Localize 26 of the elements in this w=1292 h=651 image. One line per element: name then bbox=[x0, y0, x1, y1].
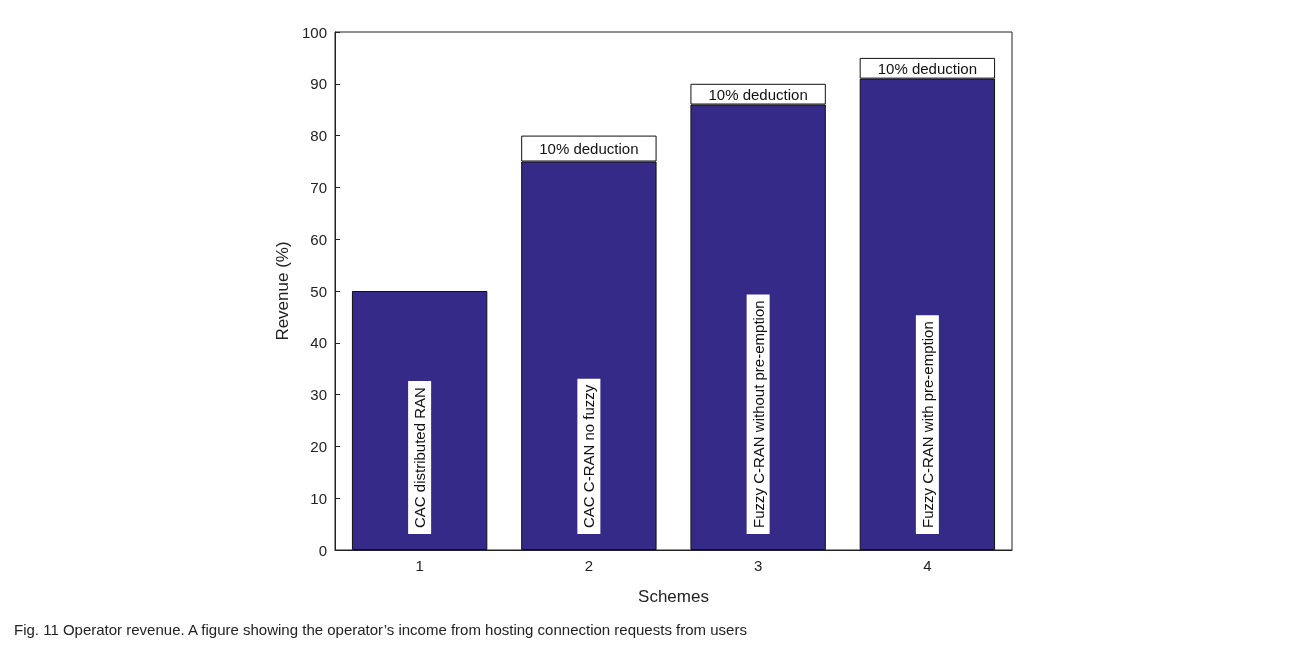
annotation: 10% deduction bbox=[708, 85, 808, 103]
x-tick-label: 3 bbox=[753, 557, 763, 574]
y-tick-label: 30 bbox=[310, 386, 327, 404]
y-tick-label: 10 bbox=[310, 489, 327, 507]
x-axis-title: Schemes bbox=[638, 587, 709, 606]
y-tick-label: 50 bbox=[310, 282, 327, 300]
y-tick-label: 70 bbox=[310, 178, 327, 196]
y-tick-label: 100 bbox=[301, 23, 327, 41]
y-tick-label: 40 bbox=[310, 334, 327, 352]
y-axis-title: Revenue (%) bbox=[273, 241, 293, 341]
x-tick-label: 4 bbox=[923, 557, 932, 574]
x-tick-label: 1 bbox=[415, 557, 424, 574]
y-tick-label: 90 bbox=[310, 75, 327, 93]
y-tick-label: 80 bbox=[310, 127, 327, 145]
annotation: 10% deduction bbox=[539, 140, 639, 158]
y-tick-label: 60 bbox=[310, 230, 327, 248]
x-tick-label: 2 bbox=[584, 557, 594, 574]
annotation: Fuzzy C-RAN without pre-emption bbox=[749, 300, 767, 528]
annotation: 10% deduction bbox=[877, 59, 977, 77]
y-tick-label: 0 bbox=[318, 541, 327, 559]
annotation: Fuzzy C-RAN with pre-emption bbox=[918, 321, 936, 528]
caption: Fig. 11 Operator revenue. A figure showing the operator’s income from hosting connection requests from users bbox=[14, 621, 747, 638]
y-tick-label: 20 bbox=[310, 437, 327, 455]
annotation: CAC distributed RAN bbox=[411, 387, 429, 528]
annotation: CAC C-RAN no fuzzy bbox=[580, 384, 598, 528]
bar bbox=[351, 291, 488, 550]
